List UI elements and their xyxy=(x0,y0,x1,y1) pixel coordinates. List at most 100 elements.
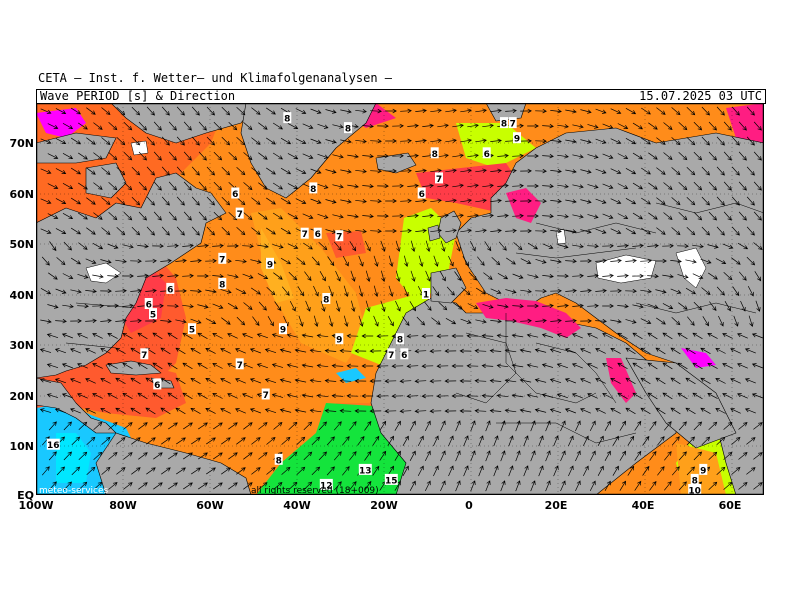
direction-arrow xyxy=(731,226,740,236)
direction-arrow xyxy=(708,421,718,431)
direction-arrow xyxy=(153,181,162,191)
direction-arrow xyxy=(400,198,412,204)
direction-arrow xyxy=(632,182,644,190)
direction-arrow xyxy=(221,166,231,176)
direction-arrow xyxy=(101,107,111,115)
period-label: 7 xyxy=(237,210,243,220)
direction-arrow xyxy=(701,166,710,176)
direction-arrow xyxy=(535,228,547,234)
direction-arrow xyxy=(362,154,374,159)
direction-arrow xyxy=(235,408,246,414)
direction-arrow xyxy=(445,317,457,325)
direction-arrow xyxy=(70,257,82,265)
direction-arrow xyxy=(430,138,442,143)
direction-arrow xyxy=(309,408,322,413)
direction-arrow xyxy=(347,184,359,189)
direction-arrow xyxy=(700,407,711,415)
direction-arrow xyxy=(723,181,732,191)
direction-arrow xyxy=(617,332,628,340)
direction-arrow xyxy=(198,452,208,460)
direction-arrow xyxy=(62,273,74,279)
direction-arrow xyxy=(160,437,171,445)
direction-arrow xyxy=(550,259,562,264)
direction-arrow xyxy=(723,272,733,281)
direction-arrow xyxy=(86,107,96,115)
direction-arrow xyxy=(520,228,532,234)
direction-arrow xyxy=(385,198,397,204)
direction-arrow xyxy=(671,137,681,146)
direction-arrow xyxy=(183,151,192,161)
direction-arrow xyxy=(564,378,577,384)
direction-arrow xyxy=(161,106,170,116)
direction-arrow xyxy=(612,435,619,446)
direction-arrow xyxy=(310,168,322,174)
direction-arrow xyxy=(692,362,703,370)
direction-arrow xyxy=(490,288,502,294)
direction-arrow xyxy=(617,123,629,129)
direction-arrow xyxy=(146,166,156,176)
direction-arrow xyxy=(70,137,82,145)
direction-arrow xyxy=(686,166,696,176)
direction-arrow xyxy=(545,480,551,492)
direction-arrow xyxy=(505,228,517,234)
direction-arrow xyxy=(556,363,569,369)
direction-arrow xyxy=(474,378,487,384)
direction-arrow xyxy=(183,181,192,191)
lon-label: 20W xyxy=(370,499,398,512)
direction-arrow xyxy=(459,408,472,414)
direction-arrow xyxy=(437,183,449,188)
direction-arrow xyxy=(481,363,494,369)
direction-arrow xyxy=(281,286,290,296)
direction-arrow xyxy=(153,422,163,430)
direction-arrow xyxy=(379,420,387,431)
direction-arrow xyxy=(236,437,246,445)
direction-arrow xyxy=(256,333,269,339)
direction-arrow xyxy=(206,106,215,116)
direction-arrow xyxy=(198,121,207,131)
direction-arrow xyxy=(403,285,409,297)
direction-arrow xyxy=(440,480,446,492)
direction-arrow xyxy=(649,451,657,461)
direction-arrow xyxy=(754,271,762,282)
direction-arrow xyxy=(519,348,532,353)
borders xyxy=(65,202,764,444)
direction-arrow xyxy=(589,450,596,462)
direction-arrow xyxy=(318,421,327,431)
direction-arrow xyxy=(107,333,118,339)
period-label: 7 xyxy=(141,351,147,361)
direction-arrow xyxy=(527,303,539,309)
direction-arrow xyxy=(515,480,521,492)
direction-arrow xyxy=(708,211,718,221)
direction-arrow xyxy=(333,421,342,431)
direction-arrow xyxy=(753,181,762,191)
direction-arrow xyxy=(123,121,133,131)
direction-arrow xyxy=(364,480,372,491)
direction-arrow xyxy=(258,422,268,430)
direction-arrow xyxy=(198,181,207,191)
direction-arrow xyxy=(319,271,326,282)
direction-arrow xyxy=(176,166,185,176)
direction-arrow xyxy=(122,332,133,340)
direction-arrow xyxy=(685,259,697,264)
direction-arrow xyxy=(490,228,502,233)
direction-arrow xyxy=(40,168,52,174)
direction-arrow xyxy=(138,181,147,191)
direction-arrow xyxy=(191,437,201,445)
direction-arrow xyxy=(671,317,681,326)
direction-arrow xyxy=(550,229,562,234)
direction-arrow xyxy=(572,124,584,129)
direction-arrow xyxy=(475,168,487,173)
direction-arrow xyxy=(258,152,268,160)
direction-arrow xyxy=(731,136,740,146)
direction-arrow xyxy=(627,435,635,446)
direction-arrow xyxy=(402,316,410,326)
direction-arrow xyxy=(602,363,613,369)
direction-arrow xyxy=(39,378,52,383)
direction-arrow xyxy=(92,333,103,339)
direction-arrow xyxy=(430,228,442,233)
period-label: 8 xyxy=(219,280,225,290)
direction-arrow xyxy=(481,333,494,339)
direction-arrow xyxy=(362,214,374,219)
direction-arrow xyxy=(541,393,554,398)
